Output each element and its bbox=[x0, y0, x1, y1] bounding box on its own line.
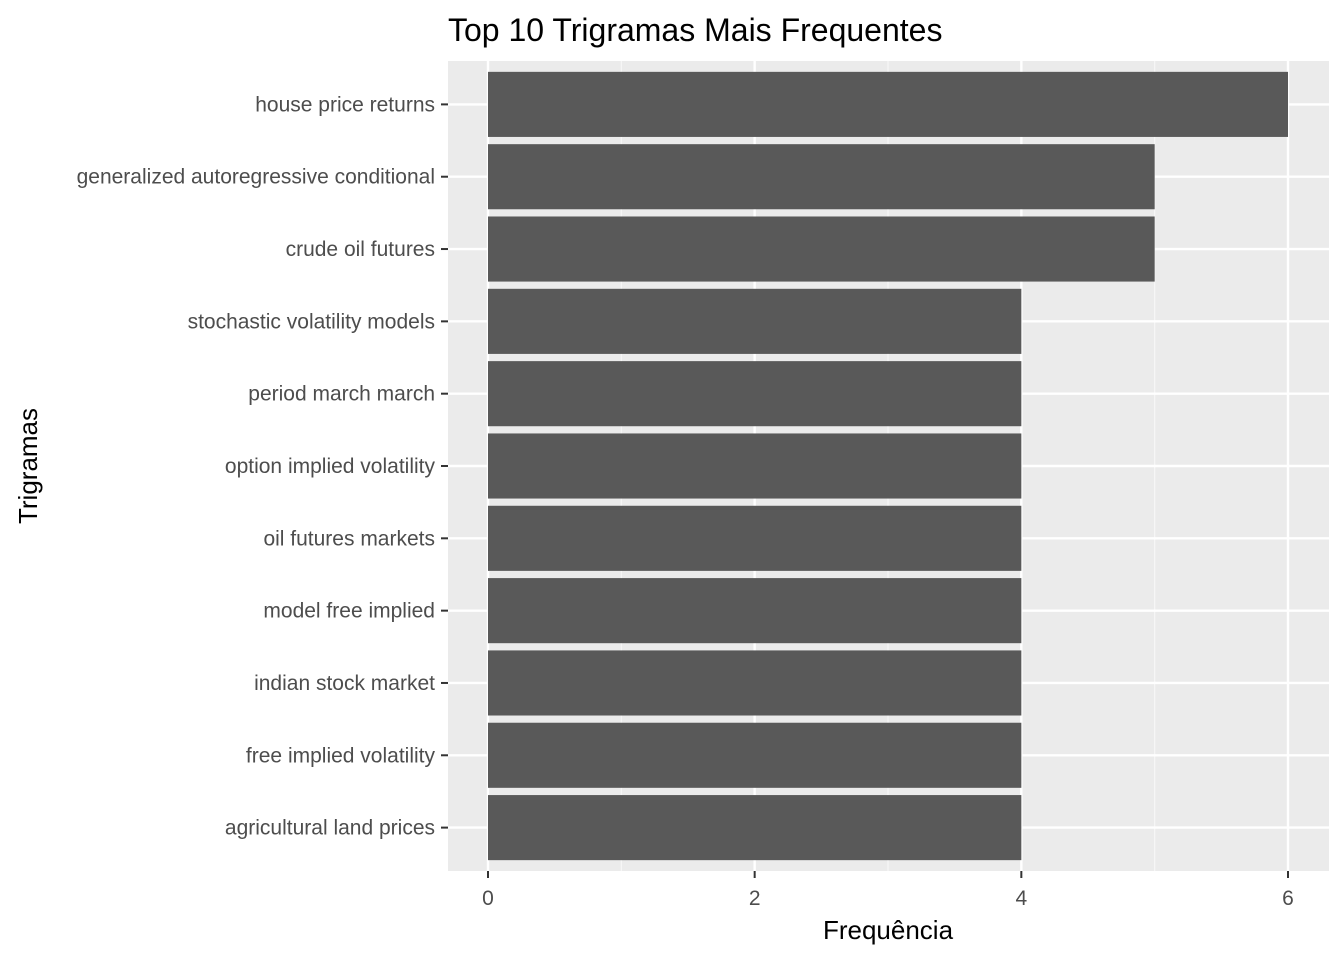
x-tick-label: 4 bbox=[1015, 887, 1027, 910]
y-axis-title: Trigramas bbox=[13, 408, 43, 524]
y-tick-label: model free implied bbox=[263, 600, 435, 623]
y-tick-label: crude oil futures bbox=[286, 238, 435, 261]
y-tick-label: agricultural land prices bbox=[225, 817, 435, 840]
bar bbox=[488, 216, 1155, 282]
y-axis-ticks: house price returns generalized autoregre… bbox=[77, 93, 448, 840]
y-tick-label: stochastic volatility models bbox=[188, 310, 435, 333]
x-axis-ticks: 0 2 4 6 bbox=[482, 871, 1294, 910]
bar bbox=[488, 361, 1022, 427]
y-tick-label: indian stock market bbox=[254, 672, 435, 695]
bar bbox=[488, 144, 1155, 210]
bar bbox=[488, 650, 1022, 716]
bar bbox=[488, 288, 1022, 354]
x-tick-label: 6 bbox=[1282, 887, 1294, 910]
y-tick-label: free implied volatility bbox=[246, 744, 436, 767]
y-tick-label: oil futures markets bbox=[263, 527, 435, 550]
bar bbox=[488, 505, 1022, 571]
bar bbox=[488, 795, 1022, 861]
y-tick-label: option implied volatility bbox=[225, 455, 436, 478]
y-tick-label: house price returns bbox=[255, 93, 435, 116]
chart-title: Top 10 Trigramas Mais Frequentes bbox=[448, 12, 942, 48]
x-tick-label: 2 bbox=[749, 887, 761, 910]
bars bbox=[488, 71, 1288, 861]
bar bbox=[488, 578, 1022, 644]
y-tick-label: period march march bbox=[248, 383, 435, 406]
bar bbox=[488, 71, 1288, 137]
bar bbox=[488, 722, 1022, 788]
y-tick-label: generalized autoregressive conditional bbox=[77, 166, 435, 189]
x-tick-label: 0 bbox=[482, 887, 494, 910]
x-axis-title: Frequência bbox=[823, 915, 954, 945]
bar bbox=[488, 433, 1022, 499]
